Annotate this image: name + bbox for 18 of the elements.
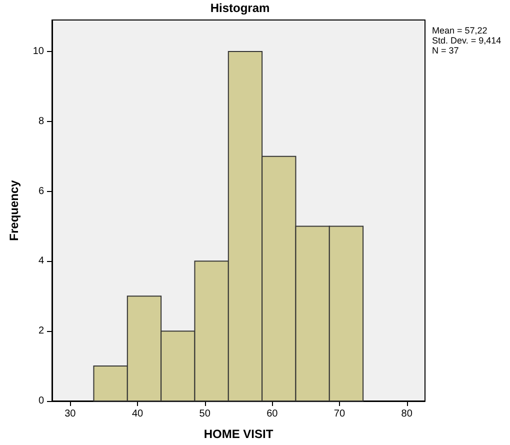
y-tick-label: 4 — [38, 256, 44, 267]
x-tick-label: 70 — [334, 408, 346, 420]
x-tick-label: 80 — [401, 408, 413, 420]
y-tick-label: 6 — [38, 186, 44, 197]
x-tick-label: 50 — [199, 408, 211, 420]
text: Mean = 57,22 — [432, 26, 488, 36]
y-tick-label: 2 — [38, 326, 44, 337]
y-tick-label: 10 — [32, 46, 44, 57]
y-tick-label: 8 — [38, 116, 44, 127]
y-tick-label: 0 — [38, 396, 44, 406]
text: Std. Dev. = 9,414 — [432, 36, 502, 46]
x-tick-label: 60 — [266, 408, 278, 420]
chart-title: Histogram — [210, 1, 270, 15]
y-axis-title: Frequency — [7, 180, 21, 241]
x-tick-label: 30 — [64, 408, 76, 420]
x-axis-title: HOME VISIT — [204, 427, 274, 441]
text: N = 37 — [432, 46, 459, 56]
x-tick-label: 40 — [132, 408, 144, 420]
